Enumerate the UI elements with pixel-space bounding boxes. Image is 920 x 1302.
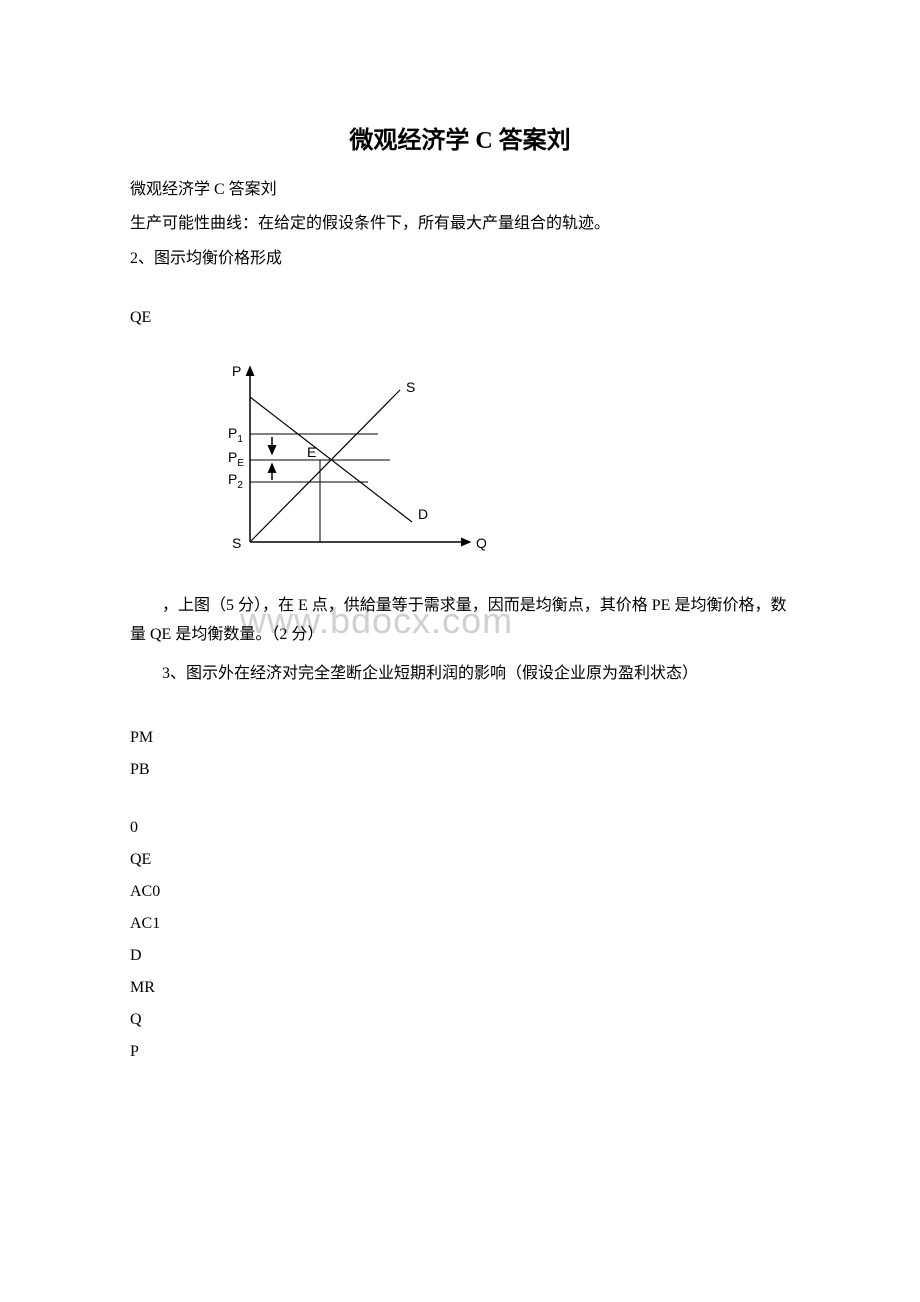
p2-label: P2 bbox=[228, 471, 243, 491]
question-2-line: 2、图示均衡价格形成 bbox=[130, 244, 790, 274]
list-item: 0 bbox=[130, 819, 790, 837]
d-label: D bbox=[418, 506, 428, 522]
list-item: P bbox=[130, 1043, 790, 1061]
equilibrium-chart: P S D S Q P1 PE P2 E bbox=[130, 362, 530, 582]
p1-label: P1 bbox=[228, 425, 243, 445]
s-top-label: S bbox=[406, 379, 415, 395]
list-item: D bbox=[130, 947, 790, 965]
list-item: PB bbox=[130, 761, 790, 779]
label-list: PM PB 0 QE AC0 AC1 D MR Q P bbox=[130, 729, 790, 1061]
list-item: AC0 bbox=[130, 883, 790, 901]
s-bottom-label: S bbox=[232, 535, 241, 551]
qe-label: QE bbox=[130, 309, 790, 327]
list-item: QE bbox=[130, 851, 790, 869]
page-title: 微观经济学 C 答案刘 bbox=[130, 120, 790, 155]
pe-label: PE bbox=[228, 449, 244, 469]
chart-svg: P S D S Q P1 PE P2 E bbox=[190, 362, 550, 582]
list-item: Q bbox=[130, 1011, 790, 1029]
question-3-line: 3、图示外在经济对完全垄断企业短期利润的影响（假设企业原为盈利状态） bbox=[130, 660, 790, 689]
explanation-para: ，上图（5 分），在 E 点，供給量等于需求量，因而是均衡点，其价格 PE 是均… bbox=[130, 592, 790, 650]
p-axis-label: P bbox=[232, 363, 241, 379]
q-axis-label: Q bbox=[476, 535, 487, 551]
list-item: PM bbox=[130, 729, 790, 747]
subtitle-line: 微观经济学 C 答案刘 bbox=[130, 175, 790, 205]
list-item: MR bbox=[130, 979, 790, 997]
definition-line: 生产可能性曲线：在给定的假设条件下，所有最大产量组合的轨迹。 bbox=[130, 209, 790, 239]
e-point-label: E bbox=[307, 444, 316, 460]
list-item: AC1 bbox=[130, 915, 790, 933]
